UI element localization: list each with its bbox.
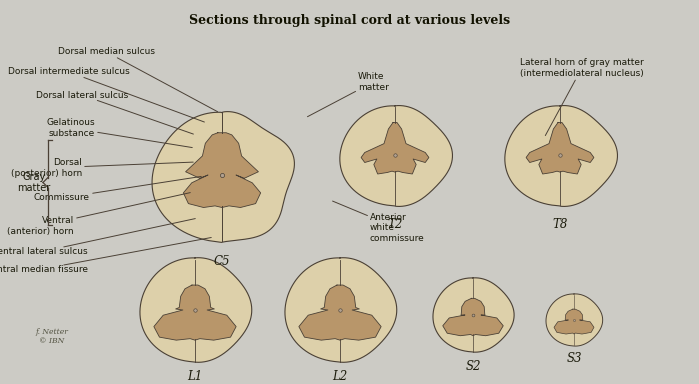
Text: Dorsal lateral sulcus: Dorsal lateral sulcus (36, 91, 194, 134)
Text: L2: L2 (333, 370, 347, 383)
Polygon shape (140, 258, 252, 362)
Text: Lateral horn of gray matter
(intermediolateral nucleus): Lateral horn of gray matter (intermediol… (520, 58, 644, 136)
Text: Commissure: Commissure (34, 176, 201, 202)
Polygon shape (285, 258, 397, 362)
Polygon shape (152, 112, 294, 242)
Polygon shape (433, 278, 514, 352)
Polygon shape (183, 133, 261, 207)
Text: L1: L1 (187, 370, 203, 383)
Text: S2: S2 (466, 360, 481, 373)
Text: f. Netter
© IBN: f. Netter © IBN (36, 328, 69, 345)
Polygon shape (154, 285, 236, 340)
Polygon shape (554, 309, 594, 334)
Text: Sections through spinal cord at various levels: Sections through spinal cord at various … (189, 14, 510, 27)
Text: Dorsal
(posterior) horn: Dorsal (posterior) horn (10, 158, 193, 178)
Text: C5: C5 (214, 255, 230, 268)
Text: S3: S3 (566, 352, 582, 365)
Text: Anterior
white
commissure: Anterior white commissure (333, 201, 425, 243)
Text: Gray
matter: Gray matter (17, 172, 50, 193)
Text: T2: T2 (387, 218, 403, 231)
Polygon shape (299, 285, 381, 340)
Text: Dorsal median sulcus: Dorsal median sulcus (58, 48, 217, 112)
Text: Ventral median fissure: Ventral median fissure (0, 238, 211, 275)
Polygon shape (442, 298, 503, 336)
Text: Dorsal intermediate sulcus: Dorsal intermediate sulcus (8, 68, 204, 122)
Polygon shape (526, 122, 594, 174)
Text: Gelatinous
substance: Gelatinous substance (46, 118, 192, 147)
Text: Ventral
(anterior) horn: Ventral (anterior) horn (8, 193, 190, 236)
Text: T8: T8 (552, 218, 568, 231)
Polygon shape (505, 106, 617, 207)
Polygon shape (361, 122, 429, 174)
Text: Ventral lateral sulcus: Ventral lateral sulcus (0, 218, 195, 257)
Polygon shape (546, 294, 603, 346)
Polygon shape (340, 106, 452, 207)
Text: White
matter: White matter (308, 72, 389, 117)
